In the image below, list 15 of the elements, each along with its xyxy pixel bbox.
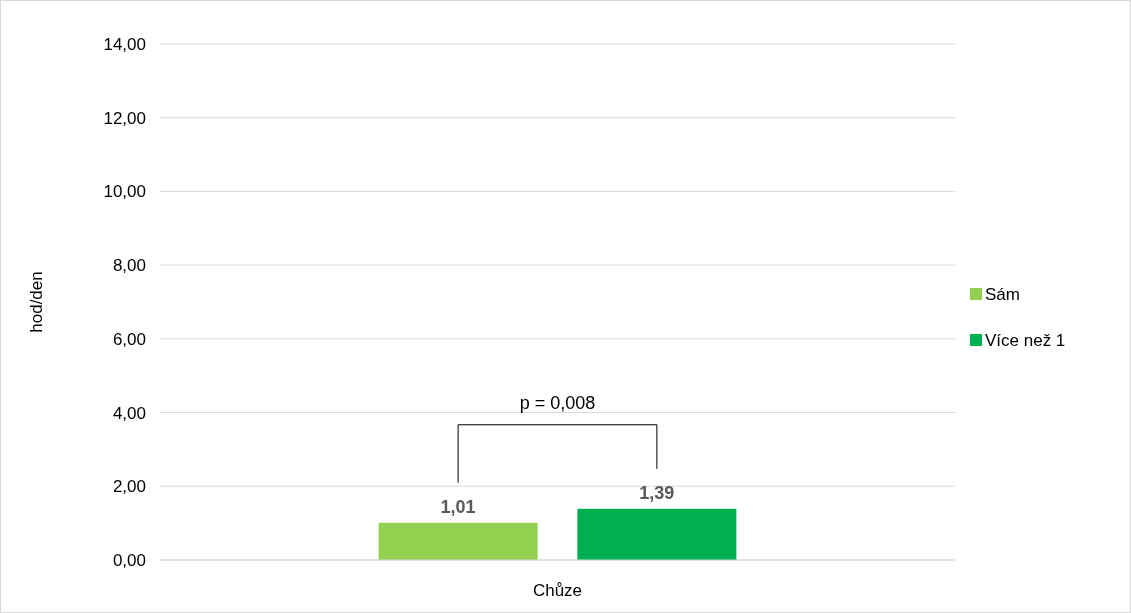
- y-tick-label: 0,00: [112, 551, 146, 570]
- legend-label: Sám: [985, 285, 1020, 304]
- annotation: p = 0,008: [519, 392, 596, 413]
- y-tick-label: 12,00: [103, 108, 146, 128]
- y-tick-label: 14,00: [103, 35, 146, 54]
- data-label: 1,39: [639, 482, 675, 503]
- y-tick-label: 4,00: [112, 403, 146, 423]
- data-label: 1,01: [440, 496, 476, 517]
- y-tick-label: 10,00: [103, 182, 146, 202]
- y-tick-label: 6,00: [112, 329, 146, 349]
- x-tick-label: Chůze: [532, 581, 583, 600]
- y-tick-label: 8,00: [112, 256, 146, 276]
- legend-label: Více než 1: [985, 331, 1066, 350]
- y-tick-label: 2,00: [112, 477, 146, 497]
- y-axis-title: hod/den: [27, 271, 46, 333]
